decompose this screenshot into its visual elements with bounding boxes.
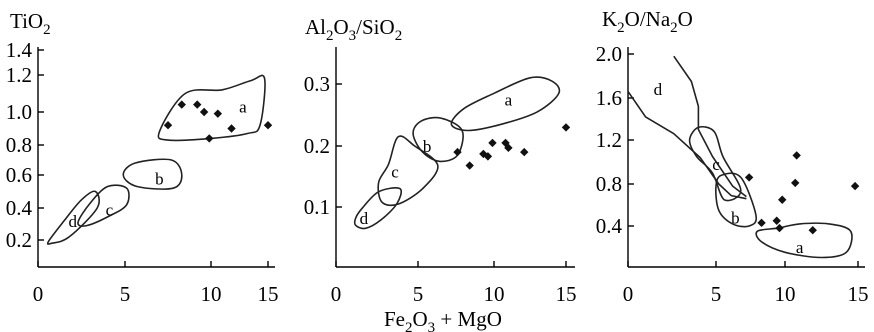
field-a-outline xyxy=(450,76,561,132)
x-tick-label: 0 xyxy=(331,282,342,306)
data-point xyxy=(504,143,513,153)
field-label-d: d xyxy=(360,209,369,228)
y-tick-label: 0.1 xyxy=(304,195,330,219)
data-point xyxy=(778,195,787,204)
field-label-c: c xyxy=(391,163,399,182)
data-point xyxy=(213,109,223,118)
panel-tio2: 1.41.2 1.0 0.8 0.6 0.4 0.2 0 5 10 15 a b c d xyxy=(6,38,279,306)
data-point xyxy=(520,147,529,157)
y-tick-label: 0.8 xyxy=(596,172,622,196)
panel2-title: Al2O3/SiO2 xyxy=(305,15,402,44)
field-label-a: a xyxy=(796,238,804,257)
data-point xyxy=(199,107,209,117)
data-point xyxy=(488,138,497,148)
field-d-outline xyxy=(353,187,403,230)
data-point xyxy=(775,223,784,233)
data-point xyxy=(808,226,817,235)
data-point xyxy=(561,123,571,132)
data-point xyxy=(791,178,800,188)
y-tick-label: 0.3 xyxy=(304,72,330,96)
y-tick-label: 1.6 xyxy=(596,86,622,110)
y-tick-label: 0.6 xyxy=(6,163,32,187)
data-point xyxy=(263,121,273,130)
y-tick-label: 0.8 xyxy=(6,133,32,157)
field-c-outline xyxy=(77,184,130,227)
field-d-outline xyxy=(46,190,101,245)
field-d-line xyxy=(627,90,747,200)
field-c-outline xyxy=(377,135,439,207)
x-tick-label: 10 xyxy=(775,282,796,306)
x-tick-label: 15 xyxy=(556,282,577,306)
field-b-outline xyxy=(412,116,464,163)
field-label-b: b xyxy=(155,169,164,188)
y-tick-label: 2.0 xyxy=(596,42,622,66)
x-tick-label: 5 xyxy=(711,282,722,306)
data-point xyxy=(465,161,474,170)
field-label-c: c xyxy=(106,201,114,220)
panel-al2o3-sio2: 0.3 0.2 0.1 0 5 10 15 a b c d xyxy=(304,47,577,306)
x-tick-label: 0 xyxy=(623,282,634,306)
boundary-line xyxy=(673,55,747,198)
data-point xyxy=(205,134,214,143)
field-label-a: a xyxy=(239,97,247,116)
x-tick-label: 5 xyxy=(120,282,131,306)
field-a-outline xyxy=(755,222,853,259)
field-c-outline xyxy=(688,125,742,202)
field-a-outline xyxy=(157,74,266,142)
data-point xyxy=(193,100,202,109)
y-tick-label: 0.2 xyxy=(6,228,32,252)
field-b-outline xyxy=(715,172,758,228)
shared-x-axis-label: Fe2O3 + MgO xyxy=(384,307,502,332)
panel1-title: TiO2 xyxy=(10,9,51,38)
field-label-c: c xyxy=(712,155,720,174)
data-point xyxy=(792,151,801,160)
panel3-title: K2O/Na2O xyxy=(602,7,693,36)
x-tick-label: 10 xyxy=(201,282,222,306)
data-point xyxy=(163,121,173,130)
x-tick-label: 15 xyxy=(848,282,869,306)
field-b-outline xyxy=(122,158,183,190)
field-label-b: b xyxy=(423,137,432,156)
x-tick-label: 10 xyxy=(484,282,505,306)
field-label-d: d xyxy=(654,80,663,99)
data-point xyxy=(177,100,186,109)
data-point xyxy=(772,216,781,225)
y-tick-label: 1.4 xyxy=(6,38,33,62)
panel-k2o-na2o: 2.0 1.6 1.2 0.8 0.4 0 5 10 15 a b c d xyxy=(596,42,869,306)
y-tick-label: 1.0 xyxy=(6,100,32,124)
y-tick-label: 1.2 xyxy=(596,128,622,152)
x-tick-label: 5 xyxy=(413,282,424,306)
y-tick-label: 0.2 xyxy=(304,134,330,158)
field-label-d: d xyxy=(69,212,78,231)
y-tick-label: 0.4 xyxy=(596,214,623,238)
data-point xyxy=(453,147,462,157)
x-tick-label: 15 xyxy=(258,282,279,306)
data-point xyxy=(850,181,860,191)
y-tick-label: 0.4 xyxy=(6,196,33,220)
field-label-b: b xyxy=(731,209,740,228)
data-point xyxy=(227,124,236,133)
field-label-a: a xyxy=(505,91,513,110)
data-point xyxy=(744,173,754,182)
y-tick-label: 1.2 xyxy=(6,63,32,87)
data-point xyxy=(483,152,493,161)
data-point xyxy=(757,218,766,228)
x-tick-label: 0 xyxy=(33,282,44,306)
